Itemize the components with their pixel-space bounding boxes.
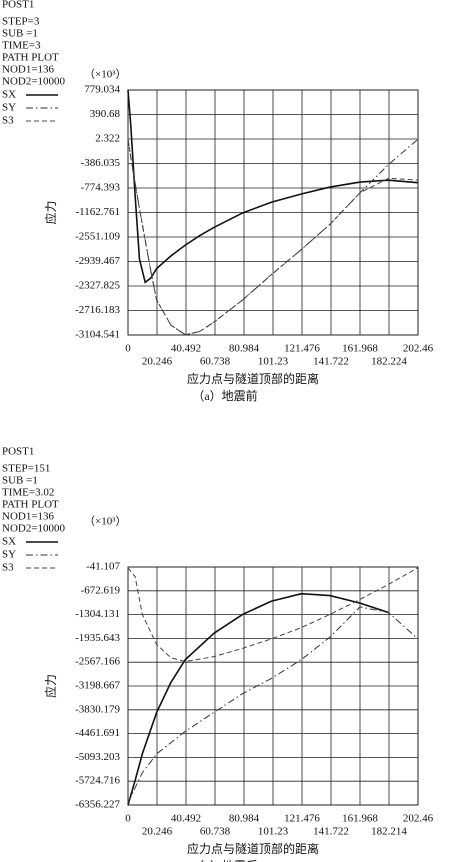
x-axis-label: 应力点与隧道顶部的距离 (187, 841, 319, 856)
header-line: NOD1=136 (2, 511, 55, 523)
header-line: POST1 (2, 446, 34, 458)
y-tick-label: -4461.691 (75, 727, 120, 739)
header-line: POST1 (2, 0, 34, 11)
series-line (127, 567, 419, 663)
header-line: NOD2=10000 (2, 523, 66, 535)
y-tick-label: -1935.643 (75, 632, 120, 644)
x-tick-label: 161.968 (342, 813, 378, 825)
x-tick-label: 141.722 (313, 356, 349, 368)
header-line: STEP=151 (2, 463, 50, 475)
y-axis-label: 应力 (43, 674, 58, 698)
y-tick-label: -5093.203 (75, 751, 120, 763)
legend-label: SY (2, 549, 16, 561)
x-tick-label: 101.23 (258, 356, 289, 368)
series-line (127, 592, 389, 806)
y-tick-label: 779.034 (84, 84, 120, 96)
y-tick-label: -2567.166 (75, 656, 120, 668)
plot-frame (127, 566, 419, 806)
header-line: TIME=3.02 (2, 487, 54, 499)
x-tick-label: 20.246 (142, 356, 173, 368)
header-line: PATH PLOT (2, 499, 59, 511)
x-tick-label: 60.738 (200, 356, 231, 368)
y-tick-label: -2939.467 (75, 255, 120, 267)
y-tick-label: -41.107 (86, 561, 120, 573)
header-line: TIME=3 (2, 40, 41, 52)
caption: （b）地震后 (192, 859, 258, 862)
x-tick-label: 60.738 (200, 826, 231, 838)
caption: （a）地震前 (192, 388, 257, 403)
y-tick-label: -2551.109 (75, 231, 120, 243)
y-tick-label: -774.393 (81, 182, 121, 194)
x-tick-label: 101.23 (258, 826, 289, 838)
series-line (127, 89, 419, 284)
legend-label: SY (2, 102, 16, 114)
y-tick-label: -3830.179 (75, 703, 120, 715)
unit-label: （×10³） (84, 515, 127, 528)
legend-label: S3 (2, 562, 14, 574)
y-tick-label: -6356.227 (75, 799, 120, 811)
y-tick-label: 390.68 (90, 108, 121, 120)
y-tick-label: 2.322 (95, 133, 120, 145)
unit-label: （×10³） (84, 68, 127, 81)
x-tick-label: 202.46 (403, 343, 434, 355)
y-tick-label: -672.619 (81, 584, 121, 596)
header-line: STEP=3 (2, 16, 40, 28)
header-line: SUB =1 (2, 28, 38, 40)
y-tick-label: -5724.716 (75, 775, 120, 787)
y-tick-label: -386.035 (81, 157, 121, 169)
x-tick-label: 80.984 (229, 813, 260, 825)
y-tick-label: -3198.667 (75, 680, 120, 692)
x-tick-label: 0 (125, 813, 131, 825)
x-tick-label: 80.984 (229, 343, 260, 355)
x-tick-label: 182.214 (371, 826, 407, 838)
y-tick-label: -1162.761 (75, 206, 120, 218)
x-tick-label: 182.224 (371, 356, 407, 368)
x-axis-label: 应力点与隧道顶部的距离 (187, 371, 319, 386)
header-line: NOD1=136 (2, 64, 55, 76)
y-axis-label: 应力 (43, 200, 58, 224)
y-tick-label: -2327.825 (75, 280, 120, 292)
x-tick-label: 40.492 (171, 813, 201, 825)
x-tick-label: 161.968 (342, 343, 378, 355)
y-tick-label: -3104.541 (75, 329, 120, 341)
x-tick-label: 121.476 (284, 343, 320, 355)
header-line: PATH PLOT (2, 52, 59, 64)
x-tick-label: 40.492 (171, 343, 201, 355)
legend-label: SX (2, 89, 16, 101)
y-tick-label: -1304.131 (75, 608, 120, 620)
x-tick-label: 121.476 (284, 813, 320, 825)
plot-frame (127, 89, 419, 336)
x-tick-label: 202.46 (403, 813, 434, 825)
x-tick-label: 20.246 (142, 826, 173, 838)
legend-label: S3 (2, 115, 14, 127)
legend-label: SX (2, 536, 16, 548)
series-line (127, 139, 419, 336)
header-line: NOD2=10000 (2, 76, 66, 88)
y-tick-label: -2716.183 (75, 304, 120, 316)
x-tick-label: 141.722 (313, 826, 349, 838)
header-line: SUB =1 (2, 475, 38, 487)
x-tick-label: 0 (125, 343, 131, 355)
